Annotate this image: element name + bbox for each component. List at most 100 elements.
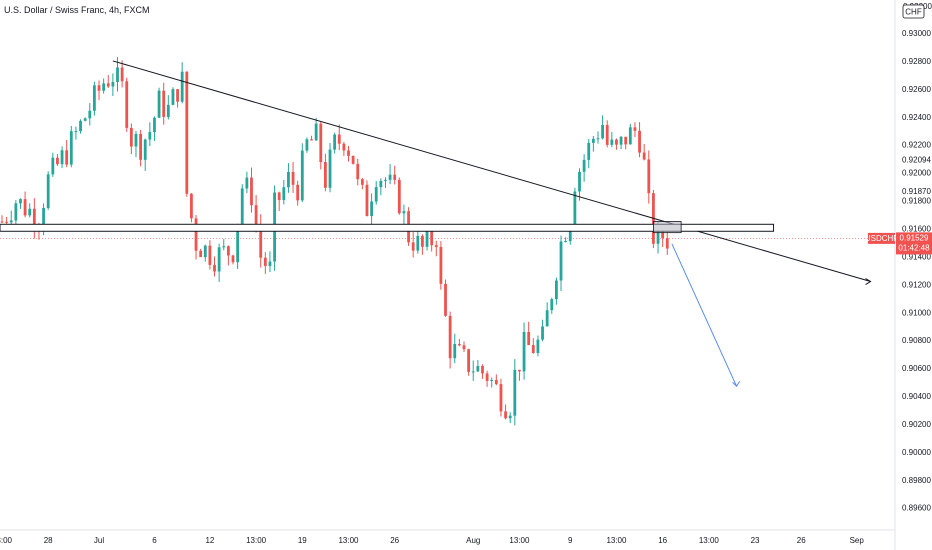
price-axis-label: 0.91000	[902, 308, 931, 317]
projection-arrowhead	[732, 381, 741, 388]
candle-body	[153, 117, 156, 133]
candle-body	[14, 203, 18, 221]
candle-body	[116, 67, 119, 82]
candle-body	[448, 315, 452, 359]
horizontal-zone[interactable]	[0, 223, 775, 232]
price-axis-label: 0.90000	[902, 448, 931, 457]
candle-body	[379, 180, 383, 188]
candle-body	[324, 162, 327, 188]
candle-body	[46, 174, 50, 209]
time-axis-label: 26	[390, 536, 399, 545]
time-axis-label: 12	[205, 536, 214, 545]
price-axis-label: 0.92000	[902, 169, 931, 178]
candle-body	[513, 369, 517, 416]
candle-body	[60, 150, 64, 165]
candle-body	[365, 184, 369, 217]
candle-body	[245, 177, 249, 189]
price-tag-box	[896, 232, 932, 255]
candle-body	[222, 246, 226, 248]
candle-body	[42, 208, 45, 229]
price-axis-label: 0.90400	[902, 392, 931, 401]
candle-body	[231, 255, 235, 263]
candle-body	[374, 187, 378, 202]
candle-body	[83, 118, 87, 121]
candle-body	[397, 179, 401, 214]
candle-body	[615, 139, 618, 145]
candle-body	[296, 184, 300, 201]
candle-body	[51, 157, 55, 175]
candle-body	[282, 187, 286, 201]
candle-body	[5, 221, 9, 223]
candle-body	[176, 89, 179, 102]
candle-body	[490, 379, 494, 381]
candle-body	[268, 261, 272, 266]
candle-body	[190, 193, 193, 219]
candle-body	[434, 245, 438, 248]
time-axis-label: Aug	[466, 536, 480, 545]
candle-body	[319, 123, 323, 163]
candle-body	[573, 191, 577, 226]
price-axis-label: 0.90200	[902, 420, 931, 429]
candle-body	[370, 201, 373, 217]
candle-body	[148, 132, 152, 140]
time-axis-label: 9	[568, 536, 573, 545]
candle-body	[527, 331, 531, 346]
candle-body	[471, 371, 475, 373]
candle-body	[102, 83, 106, 91]
candle-body	[518, 369, 521, 372]
highlight-box[interactable]	[653, 221, 682, 234]
candle-body	[254, 205, 258, 226]
candle-body	[388, 174, 392, 180]
candle-body	[208, 245, 212, 265]
candle-body	[139, 133, 142, 160]
candle-body	[194, 218, 198, 251]
candle-body	[564, 241, 568, 243]
time-axis-label: 13:00	[699, 536, 720, 545]
candle-body	[0, 221, 4, 223]
candle-body	[157, 90, 161, 118]
candle-body	[185, 71, 189, 194]
candle-body	[240, 188, 244, 225]
drawings[interactable]	[0, 60, 872, 388]
time-axis-labels: 13:00 28 Jul 6 12 13:00 19 13:00 26 Aug 13:00 9 13:0…	[0, 536, 864, 545]
price-axis-label: 0.90800	[902, 336, 931, 345]
candle-body	[360, 179, 364, 185]
candle-body	[88, 110, 92, 119]
time-axis-label: 13:00	[0, 536, 13, 545]
price-axis-label: 0.91800	[902, 197, 931, 206]
candle-body	[351, 155, 355, 164]
candle-body	[619, 136, 623, 145]
candle-body	[203, 245, 207, 258]
candle-body	[421, 235, 424, 247]
candle-body	[402, 211, 406, 214]
candle-body	[467, 349, 471, 372]
price-tag-price: 0.91529	[900, 233, 929, 242]
candle-body	[65, 150, 69, 165]
candle-body	[476, 365, 480, 372]
candle-body	[499, 384, 503, 412]
trendline-arrowhead	[865, 278, 872, 285]
candle-body	[236, 224, 240, 263]
time-axis-label: 23	[751, 536, 760, 545]
candle-body	[19, 199, 22, 204]
candle-body	[129, 127, 133, 147]
candle-body	[605, 124, 609, 145]
candle-body	[494, 379, 498, 385]
price-axis-label: 0.91870	[902, 187, 931, 196]
candle-body	[213, 264, 216, 272]
projection-arrow[interactable]	[671, 243, 738, 387]
candle-body	[291, 171, 295, 185]
time-axis-label: 6	[152, 536, 157, 545]
candle-body	[485, 373, 489, 381]
candle-body	[638, 130, 641, 153]
time-axis-label: 13:00	[509, 536, 530, 545]
candle-body	[457, 344, 461, 346]
trendline[interactable]	[112, 60, 871, 283]
time-axis-label: Sep	[850, 536, 865, 545]
currency-badge[interactable]	[902, 4, 925, 19]
candle-body	[97, 85, 101, 91]
candle-body	[9, 220, 13, 223]
